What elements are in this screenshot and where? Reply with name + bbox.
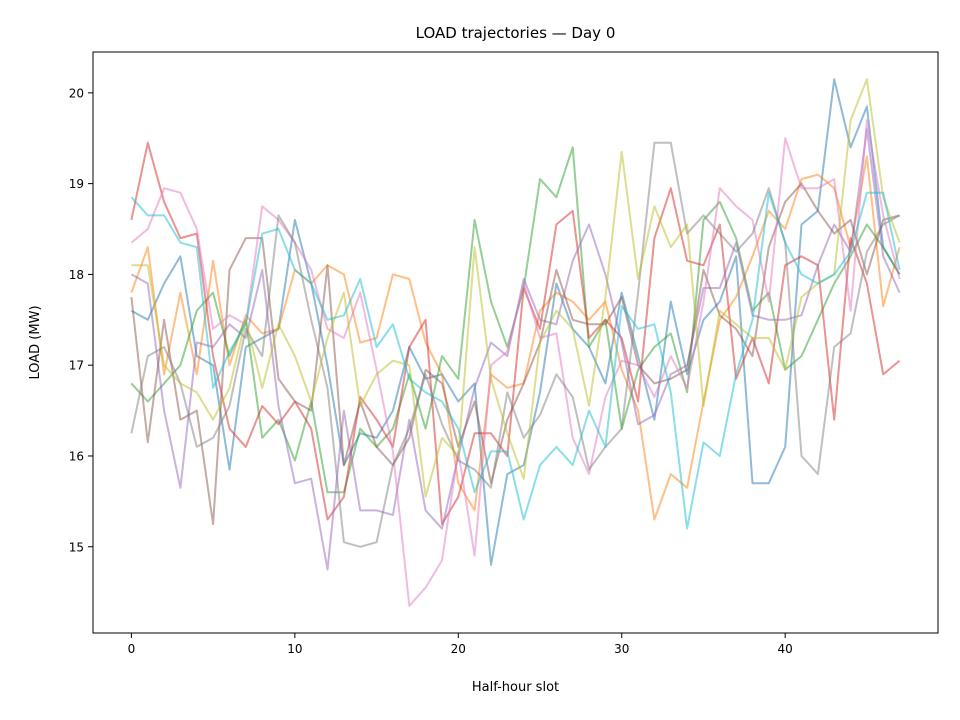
y-tick-label: 15 — [69, 540, 84, 554]
chart-title: LOAD trajectories — Day 0 — [416, 24, 616, 42]
plot-frame — [92, 51, 939, 634]
series-line-1 — [130, 78, 901, 566]
series-line-7 — [130, 119, 901, 607]
y-tick-label: 18 — [69, 268, 84, 282]
y-axis-label: LOAD (MW) — [28, 305, 43, 379]
series-line-2 — [130, 155, 901, 521]
y-tick-label: 16 — [69, 449, 84, 463]
x-tick-label: 20 — [451, 642, 466, 656]
ticks-layer: 0 10 20 30 40 15 16 17 18 19 20 — [69, 86, 793, 656]
y-tick-label: 19 — [69, 177, 84, 191]
x-tick-label: 10 — [287, 642, 302, 656]
x-tick-label: 0 — [128, 642, 136, 656]
series-line-6 — [130, 182, 900, 526]
x-axis-label: Half-hour slot — [472, 680, 559, 695]
x-tick-label: 30 — [614, 642, 629, 656]
series-line-8 — [130, 141, 901, 548]
series-line-10 — [130, 191, 901, 530]
y-tick-label: 20 — [69, 86, 84, 100]
series-line-9 — [131, 78, 901, 498]
series-line-4 — [130, 141, 901, 526]
series-layer — [130, 78, 901, 607]
y-tick-label: 17 — [69, 359, 84, 373]
x-tick-label: 40 — [778, 642, 793, 656]
